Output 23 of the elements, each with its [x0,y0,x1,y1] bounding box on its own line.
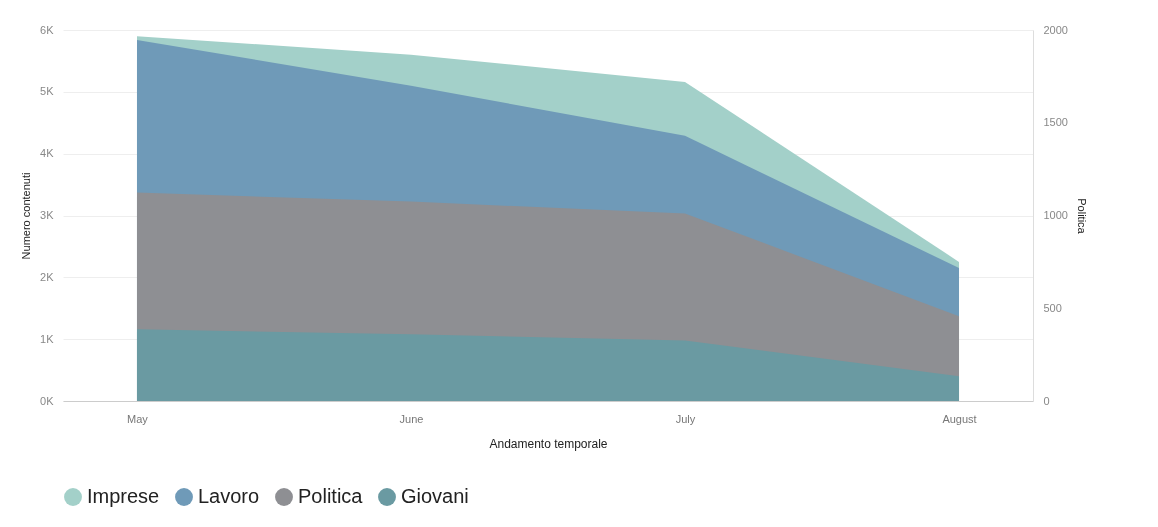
y2-tick-label: 1000 [1043,209,1068,221]
x-tick-label: July [675,412,696,425]
x-tick-label: August [942,412,977,425]
y-tick-label: 0K [40,394,55,407]
y-tick-label: 1K [40,332,55,345]
x-tick-label: May [127,412,149,425]
y-axis-title: Numero contenuti [20,172,33,260]
x-tick-label: June [399,412,424,425]
legend-label: Politica [298,485,364,507]
legend-label: Giovani [401,485,469,507]
legend-label: Imprese [87,485,160,507]
y-tick-label: 4K [40,147,55,160]
y-tick-label: 5K [40,85,55,98]
legend-label: Lavoro [198,485,260,507]
y2-tick-label: 2000 [1043,23,1068,36]
y2-axis-title: Politica [1075,198,1088,235]
y2-tick-label: 1500 [1043,116,1068,129]
y-tick-label: 3K [40,209,55,221]
y-tick-label: 2K [40,270,55,283]
x-axis-title: Andamento temporale [489,436,608,451]
y2-tick-label: 0 [1043,394,1050,407]
y2-tick-label: 500 [1043,301,1062,314]
y-tick-label: 6K [40,23,55,36]
